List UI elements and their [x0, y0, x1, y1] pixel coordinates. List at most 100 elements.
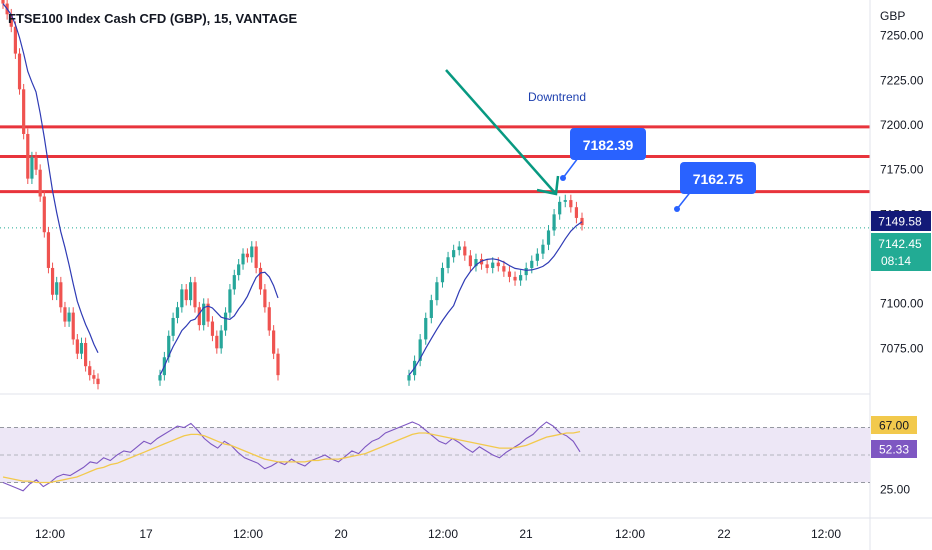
- callout-lower-text: 7162.75: [693, 171, 744, 187]
- last-price-badge: 7142.45 08:14: [871, 233, 931, 271]
- candle-body: [188, 282, 193, 301]
- candle-body: [452, 250, 456, 258]
- countdown-text: 08:14: [881, 254, 911, 268]
- candle-body: [63, 307, 67, 322]
- candle-body: [272, 330, 276, 354]
- chart-title: FTSE100 Index Cash CFD (GBP), 15, VANTAG…: [8, 11, 298, 26]
- time-tick-label: 12:00: [35, 527, 65, 541]
- rsi-ma-text: 67.00: [879, 419, 909, 433]
- candle-body: [38, 169, 42, 197]
- candle-body: [513, 276, 517, 281]
- moving-average-line: [2, 3, 99, 353]
- price-tick-label: 7100.00: [880, 297, 924, 311]
- candle-body: [474, 259, 478, 267]
- rsi-ma-badge: 67.00: [871, 416, 917, 434]
- candle-body: [485, 264, 489, 268]
- candle-body: [558, 201, 562, 215]
- time-tick-label: 12:00: [811, 527, 841, 541]
- callout-upper-leader: [562, 157, 579, 179]
- current-price-badge-bg: [871, 211, 931, 231]
- downtrend-annotation[interactable]: Downtrend: [445, 69, 586, 196]
- candle-body: [569, 200, 573, 208]
- candle-body: [9, 14, 13, 27]
- candle-body: [446, 257, 450, 268]
- candle-body: [580, 217, 584, 226]
- candle-body: [55, 282, 59, 295]
- candle-body: [457, 246, 461, 251]
- candle-body: [171, 317, 175, 336]
- candle-body: [519, 275, 523, 281]
- callout-lower-box: [680, 162, 756, 194]
- candle-body: [71, 312, 75, 340]
- rsi-ma-badge-bg: [871, 416, 917, 434]
- candle-body: [552, 214, 556, 231]
- candle-body: [267, 307, 271, 331]
- candle-body: [418, 339, 422, 361]
- downtrend-arrowhead: [536, 175, 560, 196]
- rsi-tick-label: 25.00: [880, 482, 910, 496]
- candle-body: [541, 244, 545, 254]
- time-tick-label: 12:00: [428, 527, 458, 541]
- candle-body: [524, 267, 528, 276]
- candle-body: [84, 342, 88, 367]
- candle-body: [463, 246, 467, 256]
- candle-body: [13, 26, 17, 54]
- candle-body: [193, 282, 197, 308]
- candle-body: [263, 289, 267, 308]
- candle-body: [258, 267, 263, 290]
- downtrend-label: Downtrend: [528, 90, 586, 104]
- candle-body: [197, 307, 201, 326]
- price-tick-label: 7225.00: [880, 73, 924, 87]
- candle-body: [496, 262, 500, 267]
- candle-body: [210, 321, 215, 336]
- candle-body: [440, 267, 445, 283]
- candle-body: [202, 303, 206, 326]
- callout-upper[interactable]: 7182.39: [560, 128, 646, 181]
- candle-body: [228, 289, 232, 313]
- last-price-text: 7142.45: [878, 237, 922, 251]
- candle-body: [88, 366, 92, 376]
- candle-body: [96, 378, 100, 385]
- callout-lower[interactable]: 7162.75: [674, 162, 756, 212]
- price-tick-label: 7075.00: [880, 341, 924, 355]
- candle-body: [26, 133, 30, 179]
- price-tick-label: 7175.00: [880, 163, 924, 177]
- time-tick-label: 22: [717, 527, 731, 541]
- candle-body: [237, 264, 241, 276]
- candle-body: [167, 335, 171, 358]
- candle-body: [215, 335, 219, 349]
- candle-body: [219, 330, 223, 349]
- candle-body: [232, 275, 236, 290]
- callout-upper-text: 7182.39: [583, 137, 634, 153]
- rsi-line: [2, 421, 581, 492]
- candle-body: [574, 207, 579, 218]
- candle-body: [180, 289, 184, 308]
- rsi-pane[interactable]: [0, 421, 870, 492]
- candle-body: [75, 339, 79, 354]
- callout-upper-anchor: [560, 175, 566, 181]
- candle-body: [30, 157, 34, 179]
- currency-label: GBP: [880, 9, 905, 23]
- candle-body: [241, 253, 245, 265]
- current-price-badge: 7149.58: [871, 211, 931, 231]
- candle-body: [502, 266, 506, 272]
- candle-body: [59, 282, 63, 308]
- callout-upper-box: [570, 128, 646, 160]
- candle-body: [1, 0, 5, 4]
- time-tick-label: 20: [334, 527, 348, 541]
- candle-body: [468, 255, 472, 267]
- candle-body: [563, 200, 567, 202]
- candle-body: [245, 253, 250, 258]
- rsi-value-text: 52.33: [879, 443, 909, 457]
- candle-body: [175, 307, 180, 318]
- price-pane[interactable]: [0, 0, 870, 390]
- candle-body: [407, 375, 411, 381]
- candle-body: [535, 253, 539, 261]
- candle-body: [50, 267, 55, 295]
- candle-body: [158, 375, 162, 381]
- candle-body: [206, 303, 210, 322]
- time-axis[interactable]: 12:00 17 12:00 20 12:00 21 12:00 22 12:00: [0, 517, 932, 541]
- price-tick-label: 7200.00: [880, 118, 924, 132]
- candle-body: [46, 232, 51, 268]
